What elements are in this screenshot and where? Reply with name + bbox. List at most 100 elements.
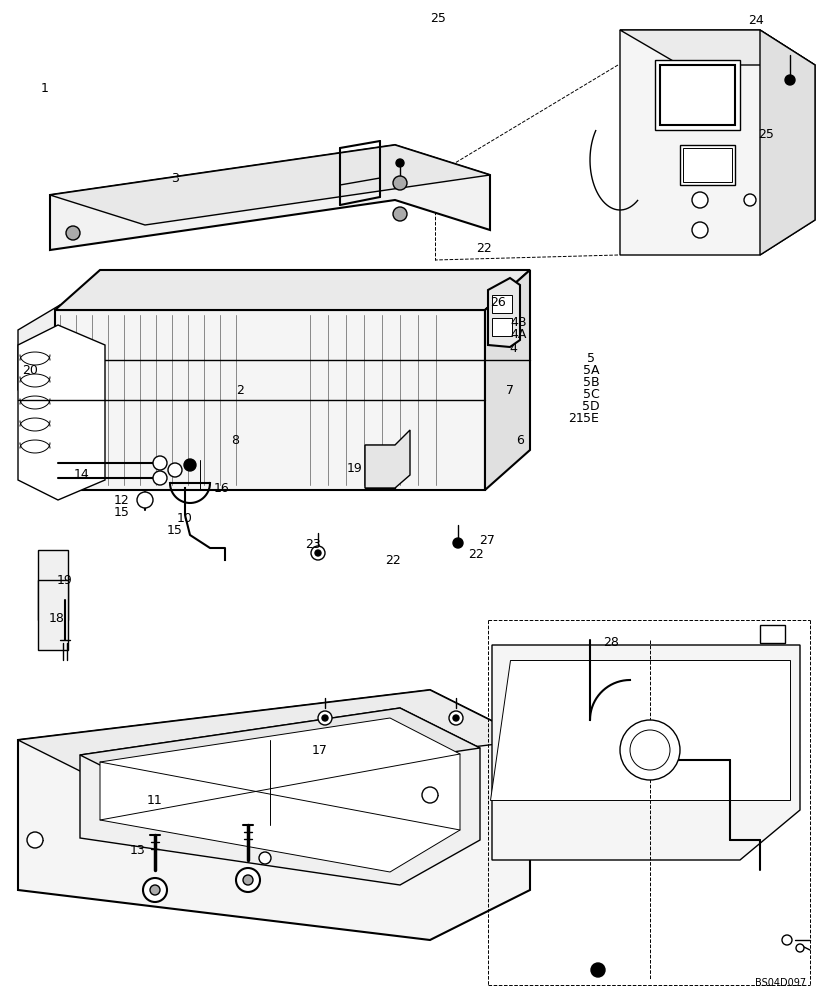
Text: 25: 25 (430, 11, 446, 24)
Circle shape (782, 935, 792, 945)
Text: 25: 25 (758, 128, 774, 141)
Text: 27: 27 (479, 534, 495, 546)
Text: 22: 22 (476, 241, 492, 254)
Circle shape (692, 222, 708, 238)
Text: 4: 4 (509, 342, 517, 355)
Text: 19: 19 (347, 462, 363, 475)
Text: 23: 23 (305, 538, 321, 552)
Circle shape (796, 944, 804, 952)
Circle shape (150, 885, 160, 895)
Circle shape (153, 456, 167, 470)
Text: 12: 12 (114, 493, 130, 506)
Polygon shape (365, 445, 395, 488)
Bar (680, 145, 735, 185)
Polygon shape (620, 30, 815, 255)
Text: 18: 18 (49, 611, 65, 624)
Text: 6: 6 (516, 434, 524, 446)
Text: 10: 10 (177, 512, 193, 524)
Polygon shape (655, 60, 740, 130)
Circle shape (143, 878, 167, 902)
Text: 2: 2 (236, 383, 244, 396)
Polygon shape (50, 145, 490, 250)
Text: 5D: 5D (582, 399, 600, 412)
Polygon shape (80, 708, 480, 795)
Polygon shape (485, 270, 530, 490)
Text: 5B: 5B (583, 375, 599, 388)
Circle shape (396, 159, 404, 167)
Circle shape (322, 715, 328, 721)
Text: 19: 19 (57, 574, 73, 586)
Polygon shape (365, 430, 410, 488)
Polygon shape (100, 718, 460, 872)
Polygon shape (55, 310, 485, 490)
Circle shape (744, 194, 756, 206)
Text: 24: 24 (748, 13, 764, 26)
Circle shape (236, 868, 260, 892)
Bar (683, 148, 732, 182)
Polygon shape (488, 278, 520, 347)
Circle shape (315, 550, 321, 556)
Circle shape (153, 471, 167, 485)
Polygon shape (55, 270, 530, 310)
Polygon shape (18, 305, 90, 415)
Circle shape (692, 192, 708, 208)
Text: 16: 16 (214, 482, 230, 494)
Circle shape (311, 546, 325, 560)
Polygon shape (38, 550, 68, 620)
Polygon shape (660, 65, 735, 125)
Circle shape (66, 226, 80, 240)
Circle shape (184, 459, 196, 471)
Text: 21: 21 (568, 412, 584, 424)
Text: 5A: 5A (583, 363, 599, 376)
Text: 22: 22 (468, 548, 484, 562)
Circle shape (168, 463, 182, 477)
Polygon shape (492, 645, 800, 860)
Circle shape (393, 176, 407, 190)
Circle shape (137, 492, 153, 508)
Text: 1: 1 (41, 82, 49, 95)
Text: 14: 14 (74, 468, 90, 482)
Text: BS04D097: BS04D097 (755, 978, 806, 988)
Circle shape (27, 832, 43, 848)
Circle shape (449, 711, 463, 725)
Circle shape (453, 538, 463, 548)
Text: 11: 11 (147, 794, 163, 806)
Bar (760, 625, 785, 643)
Text: 4B: 4B (511, 316, 527, 328)
Bar (492, 295, 512, 313)
Polygon shape (760, 30, 815, 255)
Circle shape (243, 875, 253, 885)
Polygon shape (38, 580, 68, 650)
Text: 26: 26 (490, 296, 506, 308)
Circle shape (259, 852, 271, 864)
Text: 13: 13 (130, 844, 146, 856)
Text: 8: 8 (231, 434, 239, 446)
Text: 5E: 5E (583, 412, 599, 424)
Circle shape (318, 711, 332, 725)
Text: 3: 3 (171, 172, 179, 184)
Circle shape (422, 787, 438, 803)
Polygon shape (18, 690, 530, 940)
Polygon shape (18, 325, 105, 500)
Circle shape (630, 730, 670, 770)
Circle shape (785, 75, 795, 85)
Polygon shape (18, 690, 530, 790)
Text: 17: 17 (312, 744, 328, 756)
Text: 22: 22 (385, 554, 401, 566)
Polygon shape (80, 708, 480, 885)
Circle shape (620, 720, 680, 780)
Text: 20: 20 (22, 363, 38, 376)
Circle shape (393, 207, 407, 221)
Bar (492, 318, 512, 336)
Polygon shape (490, 660, 790, 800)
Text: 15: 15 (114, 506, 130, 520)
Text: 15: 15 (167, 524, 183, 536)
Circle shape (591, 963, 605, 977)
Text: 4A: 4A (511, 328, 527, 342)
Text: 28: 28 (603, 637, 619, 650)
Text: 5: 5 (587, 352, 595, 364)
Text: 5C: 5C (583, 387, 600, 400)
Circle shape (453, 715, 459, 721)
Polygon shape (620, 30, 815, 65)
Polygon shape (50, 145, 490, 225)
